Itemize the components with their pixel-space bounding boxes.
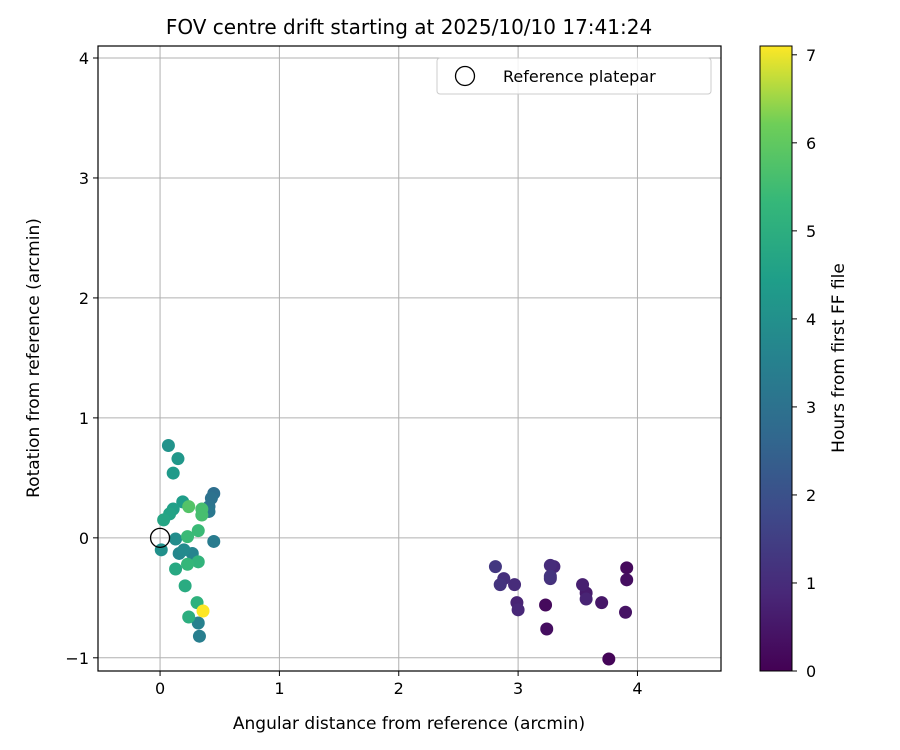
colorbar-gradient <box>759 45 793 672</box>
colorbar-tick-label: 6 <box>806 134 816 153</box>
y-axis-ticks: −1 0 1 2 3 4 <box>65 49 98 668</box>
data-point <box>619 605 633 619</box>
data-point <box>620 573 634 587</box>
data-point <box>169 532 183 546</box>
colorbar-tick-label: 3 <box>806 398 816 417</box>
data-point <box>543 558 557 572</box>
data-point <box>508 578 522 592</box>
data-point <box>191 616 205 630</box>
colorbar-tick-label: 2 <box>806 486 816 505</box>
data-point <box>602 652 616 666</box>
data-point <box>576 578 590 592</box>
legend: Reference platepar <box>436 57 712 95</box>
x-tick-label: 4 <box>632 679 642 698</box>
x-tick-label: 0 <box>155 679 165 698</box>
data-point <box>195 508 209 522</box>
data-points <box>149 438 634 666</box>
data-point <box>493 578 507 592</box>
colorbar-tick-label: 5 <box>806 222 816 241</box>
data-point <box>181 530 195 544</box>
y-axis-label: Rotation from reference (arcmin) <box>24 218 44 498</box>
colorbar-tick-label: 4 <box>806 310 816 329</box>
x-tick-label: 3 <box>513 679 523 698</box>
data-point <box>595 596 609 610</box>
data-point <box>488 560 502 574</box>
reference-point-marker <box>149 527 171 548</box>
y-tick-label: 1 <box>79 409 89 428</box>
colorbar-tick-label: 7 <box>806 46 816 65</box>
data-point <box>191 555 205 569</box>
y-tick-label: 4 <box>79 49 89 68</box>
data-point <box>157 513 171 527</box>
y-tick-label: 3 <box>79 169 89 188</box>
data-point <box>161 438 175 452</box>
data-point <box>196 604 210 618</box>
grid <box>98 46 721 671</box>
plot-frame <box>97 45 722 672</box>
data-point <box>207 534 221 548</box>
data-point <box>543 569 557 583</box>
data-point <box>182 500 196 514</box>
y-tick-label: 0 <box>79 529 89 548</box>
data-point <box>177 543 191 557</box>
x-tick-label: 1 <box>274 679 284 698</box>
data-point <box>191 524 205 538</box>
x-axis-ticks: 0 1 2 3 4 <box>155 671 643 698</box>
colorbar-tick-label: 0 <box>806 662 816 681</box>
y-tick-label: 2 <box>79 289 89 308</box>
data-point <box>539 598 553 612</box>
legend-box <box>436 57 712 95</box>
colorbar-tick-label: 1 <box>806 574 816 593</box>
data-point <box>171 452 185 466</box>
data-point <box>169 562 183 576</box>
data-point <box>181 557 195 571</box>
x-axis-label: Angular distance from reference (arcmin) <box>233 714 585 734</box>
data-point <box>166 466 180 480</box>
legend-label: Reference platepar <box>503 67 656 86</box>
legend-open-circle-marker <box>454 65 476 87</box>
data-point <box>192 629 206 643</box>
x-tick-label: 2 <box>394 679 404 698</box>
chart-title: FOV centre drift starting at 2025/10/10 … <box>166 15 652 39</box>
data-point <box>579 592 593 606</box>
y-tick-label: −1 <box>65 649 89 668</box>
colorbar: 0 1 2 3 4 5 6 7 Hours from first FF file <box>759 45 849 681</box>
data-point <box>182 610 196 624</box>
data-point <box>511 603 525 617</box>
colorbar-ticks: 0 1 2 3 4 5 6 7 <box>792 46 816 681</box>
colorbar-label: Hours from first FF file <box>829 263 849 453</box>
data-point <box>540 622 554 636</box>
data-point <box>178 579 192 593</box>
data-point <box>620 561 634 575</box>
